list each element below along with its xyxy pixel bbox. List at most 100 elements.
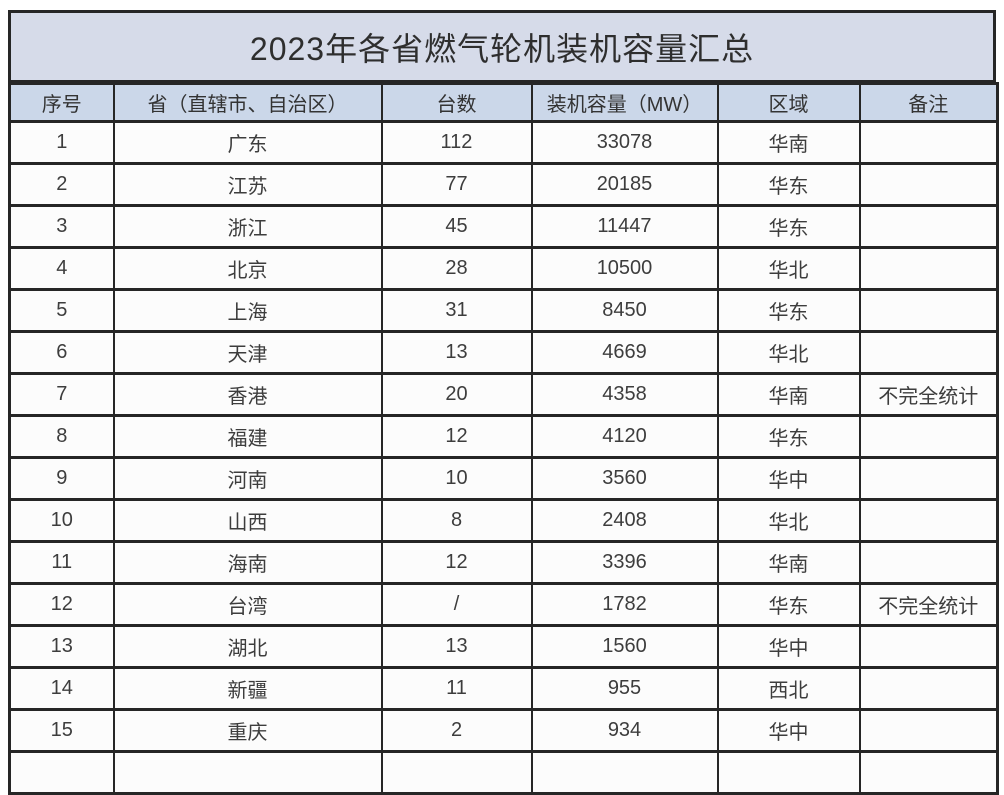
cell-region: 华中 [716, 456, 861, 501]
cell-remarks [858, 330, 999, 375]
cell-region: 华北 [716, 330, 861, 375]
cell-index: 3 [8, 204, 115, 249]
cell-capacity-mw: 2408 [530, 498, 719, 543]
cell-remarks [858, 666, 999, 711]
cell-province: 天津 [112, 330, 383, 375]
cell-unit-count: 28 [380, 246, 533, 291]
cell-unit-count: 12 [380, 414, 533, 459]
cell-index: 11 [8, 540, 115, 585]
cell-index: 9 [8, 456, 115, 501]
cell-region: 华北 [716, 498, 861, 543]
cell-index: 1 [8, 120, 115, 165]
column-header-capacity-mw: 装机容量（MW） [530, 82, 719, 123]
cell-capacity-mw: 11447 [530, 204, 719, 249]
cell-province: 山西 [112, 498, 383, 543]
cell-region: 西北 [716, 666, 861, 711]
table-row: 13 湖北 13 1560 华中 [8, 624, 999, 669]
cell-province: 广东 [112, 120, 383, 165]
cell-capacity-mw: 4669 [530, 330, 719, 375]
cell-unit-count: 112 [380, 120, 533, 165]
page-title: 2023年各省燃气轮机装机容量汇总 [8, 10, 996, 82]
cell-capacity-mw: 33078 [530, 120, 719, 165]
cell-province: 北京 [112, 246, 383, 291]
cell-region: 华东 [716, 204, 861, 249]
cell-capacity-mw: 4358 [530, 372, 719, 417]
table-row: 5 上海 31 8450 华东 [8, 288, 999, 333]
cell-capacity-mw: 1782 [530, 582, 719, 627]
cell-index: 4 [8, 246, 115, 291]
cell-unit-count: 45 [380, 204, 533, 249]
cell-index: 6 [8, 330, 115, 375]
cell-province: 湖北 [112, 624, 383, 669]
cell-region: 华南 [716, 540, 861, 585]
table-row: 4 北京 28 10500 华北 [8, 246, 999, 291]
cell-remarks [858, 498, 999, 543]
column-header-unit-count: 台数 [380, 82, 533, 123]
table-row: 10 山西 8 2408 华北 [8, 498, 999, 543]
cell-remarks [858, 246, 999, 291]
cell-index: 12 [8, 582, 115, 627]
cell-unit-count: 13 [380, 624, 533, 669]
cell-index: 5 [8, 288, 115, 333]
table-row: 1 广东 112 33078 华南 [8, 120, 999, 165]
cell-region: 华中 [716, 708, 861, 753]
cell-remarks [858, 540, 999, 585]
column-header-index: 序号 [8, 82, 115, 123]
cell-remarks [858, 456, 999, 501]
table-row: 9 河南 10 3560 华中 [8, 456, 999, 501]
cell-remarks: 不完全统计 [858, 582, 999, 627]
cell-remarks [858, 204, 999, 249]
cell-capacity-mw: 934 [530, 708, 719, 753]
cell-unit-count: 20 [380, 372, 533, 417]
cell-index: 15 [8, 708, 115, 753]
cell-capacity-mw: 1560 [530, 624, 719, 669]
cell-region: 华东 [716, 162, 861, 207]
cell-index: 10 [8, 498, 115, 543]
cell-capacity-mw: 20185 [530, 162, 719, 207]
cell-remarks [858, 624, 999, 669]
cell-capacity-mw: 3560 [530, 456, 719, 501]
table-row: 11 海南 12 3396 华南 [8, 540, 999, 585]
column-header-province: 省（直辖市、自治区） [112, 82, 383, 123]
cell-province: 福建 [112, 414, 383, 459]
cell-province: 江苏 [112, 162, 383, 207]
cell-unit-count: 12 [380, 540, 533, 585]
cell-capacity-mw: 955 [530, 666, 719, 711]
cell-unit-count: 11 [380, 666, 533, 711]
cell-capacity-mw: 4120 [530, 414, 719, 459]
cell-unit-count: 2 [380, 708, 533, 753]
table-row: 2 江苏 77 20185 华东 [8, 162, 999, 207]
cell-unit-count: / [380, 582, 533, 627]
cell-region: 华南 [716, 372, 861, 417]
table-row: 7 香港 20 4358 华南 不完全统计 [8, 372, 999, 417]
cell-province: 新疆 [112, 666, 383, 711]
table-row-partial [8, 750, 999, 795]
cell-region [716, 750, 861, 795]
cell-index [8, 750, 115, 795]
cell-remarks [858, 708, 999, 753]
cell-remarks: 不完全统计 [858, 372, 999, 417]
cell-province: 香港 [112, 372, 383, 417]
cell-index: 14 [8, 666, 115, 711]
cell-province: 浙江 [112, 204, 383, 249]
cell-unit-count: 10 [380, 456, 533, 501]
cell-remarks [858, 414, 999, 459]
cell-index: 7 [8, 372, 115, 417]
cell-capacity-mw: 8450 [530, 288, 719, 333]
cell-province: 台湾 [112, 582, 383, 627]
capacity-table: 序号 省（直辖市、自治区） 台数 装机容量（MW） 区域 备注 1 广东 112… [8, 82, 999, 795]
cell-unit-count: 77 [380, 162, 533, 207]
cell-unit-count: 13 [380, 330, 533, 375]
table-row: 3 浙江 45 11447 华东 [8, 204, 999, 249]
cell-remarks [858, 750, 999, 795]
cell-region: 华东 [716, 288, 861, 333]
table-row: 12 台湾 / 1782 华东 不完全统计 [8, 582, 999, 627]
table-row: 15 重庆 2 934 华中 [8, 708, 999, 753]
table-row: 8 福建 12 4120 华东 [8, 414, 999, 459]
table-row: 6 天津 13 4669 华北 [8, 330, 999, 375]
cell-province: 重庆 [112, 708, 383, 753]
cell-unit-count [380, 750, 533, 795]
cell-index: 2 [8, 162, 115, 207]
cell-remarks [858, 120, 999, 165]
cell-remarks [858, 288, 999, 333]
